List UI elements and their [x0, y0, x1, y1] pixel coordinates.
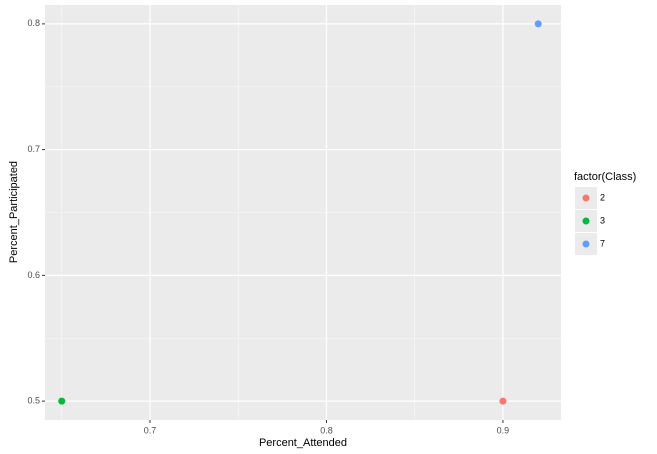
point: [499, 397, 507, 405]
x-tick-label: 0.8: [320, 425, 333, 435]
legend-title: factor(Class): [574, 171, 636, 183]
legend-marker: [582, 217, 590, 225]
y-axis-title: Percent_Participated: [8, 161, 20, 263]
point: [58, 397, 66, 405]
x-axis-title: Percent_Attended: [259, 437, 347, 449]
y-tick-label: 0.6: [27, 270, 40, 280]
x-tick-label: 0.9: [497, 425, 510, 435]
y-tick-label: 0.7: [27, 144, 40, 154]
legend-label: 7: [600, 238, 605, 248]
legend-label: 3: [600, 215, 605, 225]
x-tick-label: 0.7: [144, 425, 157, 435]
legend-marker: [582, 194, 590, 202]
point: [534, 20, 542, 28]
legend-marker: [582, 240, 590, 248]
legend-label: 2: [600, 192, 605, 202]
y-tick-label: 0.5: [27, 396, 40, 406]
y-tick-label: 0.8: [27, 18, 40, 28]
